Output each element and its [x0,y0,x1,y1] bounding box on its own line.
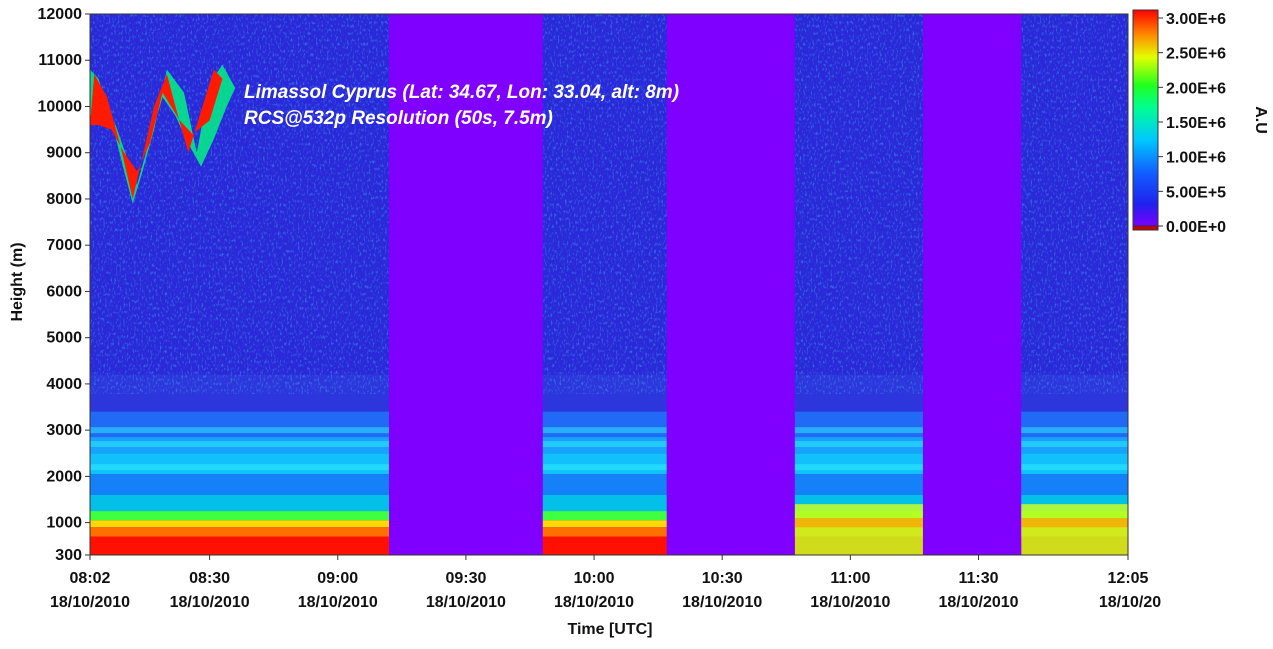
y-tick-label: 10000 [38,98,83,115]
x-tick-date: 18/10/2010 [554,594,634,611]
y-tick-label: 7000 [46,237,82,254]
heat-band-late [1021,504,1128,555]
residual-layer [90,464,1128,471]
y-axis-title: Height (m) [9,242,26,321]
y-axis: 12000 11000 10000 9000 8000 7000 6000 5000 4000 3… [38,6,91,564]
x-tick-time: 12:05 [1108,570,1149,587]
residual-layer [90,427,1128,434]
colorbar-tick-label: 0.00E+0 [1166,219,1226,236]
x-tick-date: 18/10/2010 [682,594,762,611]
x-axis-title: Time [UTC] [567,621,652,638]
no-data-gap [922,14,1022,555]
heat-band [90,520,1128,528]
x-tick-time: 11:00 [830,570,870,587]
y-tick-label: 300 [55,547,82,564]
chart-title-line2: RCS@532p Resolution (50s, 7.5m) [244,108,553,129]
x-tick-time: 10:00 [574,570,615,587]
no-data-gap [389,14,543,555]
y-tick-label: 5000 [46,330,82,347]
x-tick-time: 09:00 [317,570,358,587]
heat-band [90,511,1128,521]
colorbar-tick-label: 1.00E+6 [1166,150,1226,167]
x-tick-time: 08:02 [70,570,111,587]
cirrus-cloud [90,64,236,204]
heat-band-late [794,518,923,528]
y-tick-label: 11000 [38,52,82,69]
colorbar-ticks: 3.00E+6 2.50E+6 2.00E+6 1.50E+6 1.00E+6 5.00E… [1158,11,1226,236]
x-tick-date: 18/10/20 [1099,594,1161,611]
colorbar: 3.00E+6 2.50E+6 2.00E+6 1.50E+6 1.00E+6 5.00E… [1132,9,1269,236]
no-data-gaps [389,14,1022,555]
colorbar-gradient [1132,9,1159,227]
chart-title-line1: Limassol Cyprus (Lat: 34.67, Lon: 33.04,… [244,82,679,103]
colorbar-tick-label: 2.00E+6 [1166,80,1226,97]
y-tick-label: 1000 [46,515,82,532]
colorbar-tick-label: 5.00E+5 [1166,184,1226,201]
y-tick-label: 6000 [46,283,82,300]
x-tick-date: 18/10/2010 [170,594,250,611]
x-tick-time: 09:30 [445,570,486,587]
cirrus-core [90,69,223,199]
y-tick-label: 12000 [38,6,83,23]
x-axis: 08:02 18/10/2010 08:30 18/10/2010 09:00 18/10… [50,554,1161,611]
x-tick-date: 18/10/2010 [810,594,890,611]
x-tick-date: 18/10/2010 [298,594,378,611]
colorbar-label: A.U [1252,106,1269,134]
residual-layer [90,441,1128,448]
colorbar-tick-label: 1.50E+6 [1166,115,1226,132]
colorbar-tick-label: 2.50E+6 [1166,46,1226,63]
colorbar-tick-label: 3.00E+6 [1166,11,1226,28]
x-tick-date: 18/10/2010 [50,594,130,611]
y-tick-label: 2000 [46,468,82,485]
x-tick-time: 08:30 [189,570,230,587]
x-tick-date: 18/10/2010 [426,594,506,611]
y-tick-label: 9000 [46,145,82,162]
colorbar-zero-band [1132,225,1159,231]
heat-band [90,474,1128,495]
x-tick-time: 11:30 [958,570,998,587]
heat-band [90,527,1128,537]
y-tick-label: 4000 [46,376,82,393]
heat-band-late [794,504,923,555]
no-data-gap [666,14,795,555]
y-tick-label: 3000 [46,422,82,439]
heat-band-late [1021,518,1128,528]
plot-area [89,13,1129,556]
y-tick-label: 8000 [46,191,82,208]
x-tick-time: 10:30 [702,570,743,587]
x-tick-date: 18/10/2010 [938,594,1018,611]
